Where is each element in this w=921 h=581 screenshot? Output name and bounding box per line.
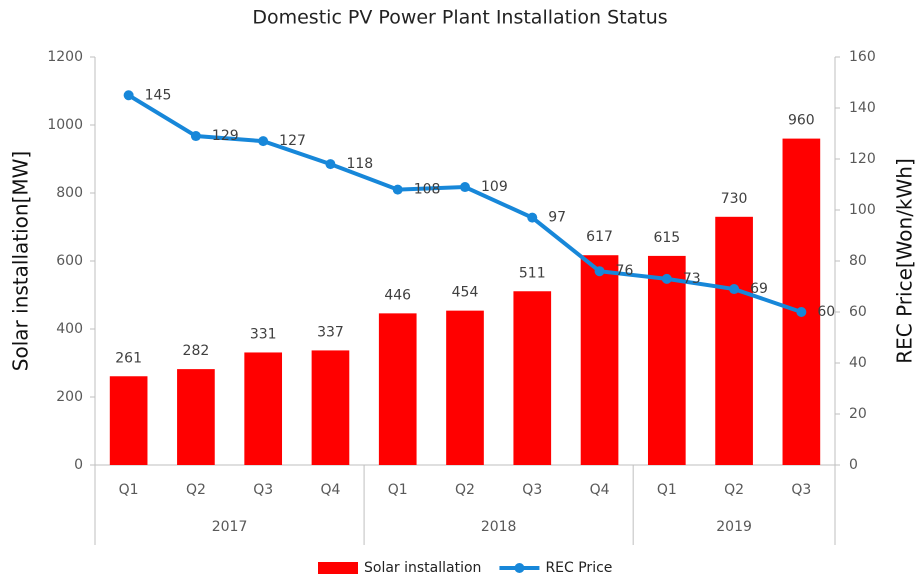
- y2-tick-label: 100: [849, 202, 876, 218]
- bar: [109, 376, 148, 465]
- bar: [378, 313, 417, 465]
- bar-value-label: 454: [452, 285, 479, 301]
- y2-tick-label: 60: [849, 304, 867, 320]
- y-tick-label: 400: [56, 321, 83, 337]
- legend-label: REC Price: [545, 560, 612, 576]
- line-value-label: 97: [548, 210, 566, 226]
- bar-value-label: 511: [519, 265, 546, 281]
- line-point: [123, 90, 134, 101]
- line-point: [325, 159, 336, 170]
- y2-tick-label: 40: [849, 355, 867, 371]
- x-tick-label: Q2: [724, 482, 744, 498]
- bar: [715, 216, 753, 465]
- x-tick-label: Q1: [388, 482, 408, 498]
- bar-value-label: 446: [384, 287, 411, 303]
- x-tick-label: Q1: [657, 482, 677, 498]
- y2-tick-label: 80: [849, 253, 867, 269]
- bar: [177, 369, 215, 465]
- line-value-label: 73: [683, 271, 701, 287]
- line-value-label: 129: [212, 128, 239, 144]
- bar: [311, 350, 350, 465]
- bar: [782, 138, 821, 465]
- y2-tick-label: 160: [849, 49, 876, 65]
- legend-swatch: [514, 563, 525, 573]
- bar-value-label: 282: [183, 343, 210, 359]
- line-value-label: 60: [817, 304, 835, 320]
- y2-tick-label: 120: [849, 151, 876, 167]
- y-tick-label: 600: [56, 253, 83, 269]
- line-point: [460, 182, 470, 193]
- x-tick-label: Q4: [590, 482, 610, 498]
- line-point: [392, 184, 403, 195]
- y2-tick-label: 140: [849, 100, 876, 116]
- bar-value-label: 337: [317, 324, 344, 340]
- bar-value-label: 261: [115, 350, 142, 366]
- bar: [244, 352, 283, 465]
- legend-label: Solar installation: [364, 560, 481, 576]
- x-group-label: 2019: [716, 519, 752, 535]
- y2-axis-title: REC Price[Won/kWh]: [893, 158, 917, 364]
- legend-swatch: [318, 562, 358, 574]
- chart-title: Domestic PV Power Plant Installation Sta…: [252, 7, 667, 29]
- y-axis-title: Solar installation[MW]: [9, 151, 33, 371]
- line-point: [190, 131, 201, 142]
- x-tick-label: Q3: [791, 482, 811, 498]
- y-tick-label: 1000: [47, 117, 83, 133]
- bar-value-label: 615: [653, 230, 680, 246]
- y-tick-label: 1200: [47, 49, 83, 65]
- x-tick-label: Q2: [455, 482, 475, 498]
- line-value-label: 108: [414, 182, 441, 198]
- x-tick-label: Q4: [320, 482, 340, 498]
- x-group-label: 2018: [481, 519, 517, 535]
- bar-value-label: 331: [250, 326, 277, 342]
- y-tick-label: 200: [56, 389, 83, 405]
- line-value-label: 127: [279, 133, 306, 149]
- line-point: [796, 307, 807, 317]
- y2-tick-label: 20: [849, 406, 867, 422]
- line-point: [527, 212, 538, 223]
- bar: [513, 291, 552, 465]
- bar: [446, 310, 484, 465]
- bar: [647, 255, 686, 465]
- line-value-label: 145: [145, 87, 172, 103]
- y2-tick-label: 0: [849, 457, 858, 473]
- line-point: [594, 266, 605, 277]
- x-tick-label: Q3: [253, 482, 273, 498]
- y-tick-label: 800: [56, 185, 83, 201]
- x-group-label: 2017: [212, 519, 248, 535]
- bar-value-label: 730: [721, 191, 748, 207]
- line-point: [729, 284, 740, 295]
- x-tick-label: Q1: [119, 482, 139, 498]
- line-point: [258, 136, 269, 147]
- line-value-label: 76: [616, 263, 634, 279]
- bar: [580, 255, 619, 465]
- line-value-label: 69: [750, 281, 768, 297]
- bar-value-label: 960: [788, 113, 815, 129]
- bar-value-label: 617: [586, 229, 613, 245]
- line-value-label: 118: [346, 156, 373, 172]
- y-tick-label: 0: [74, 457, 83, 473]
- x-tick-label: Q3: [522, 482, 542, 498]
- line-value-label: 109: [481, 179, 508, 195]
- line-point: [661, 273, 672, 284]
- x-tick-label: Q2: [186, 482, 206, 498]
